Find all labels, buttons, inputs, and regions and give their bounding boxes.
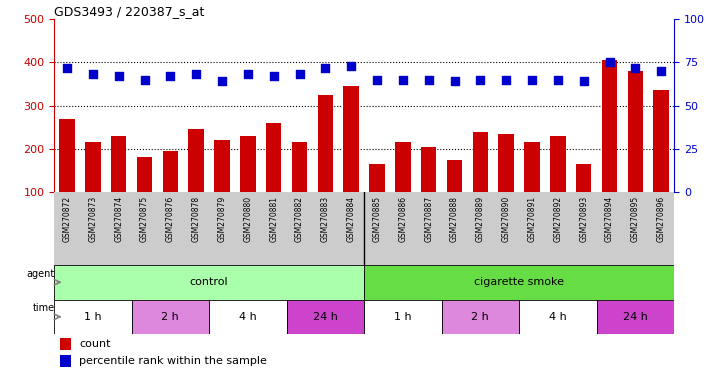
Point xyxy=(474,77,486,83)
Bar xyxy=(266,123,281,192)
Text: GSM270895: GSM270895 xyxy=(631,196,640,242)
Bar xyxy=(441,300,519,334)
Text: GSM270889: GSM270889 xyxy=(476,196,485,242)
Point xyxy=(578,78,590,84)
Bar xyxy=(137,157,152,192)
Text: GSM270873: GSM270873 xyxy=(89,196,97,242)
Bar xyxy=(286,300,364,334)
Point xyxy=(397,77,409,83)
Bar xyxy=(292,142,307,192)
Point xyxy=(61,65,73,71)
Point xyxy=(319,65,331,71)
Text: percentile rank within the sample: percentile rank within the sample xyxy=(79,356,267,366)
Bar xyxy=(111,136,126,192)
Point xyxy=(448,78,460,84)
Text: 2 h: 2 h xyxy=(162,312,180,322)
Text: GSM270890: GSM270890 xyxy=(502,196,510,242)
Bar xyxy=(188,129,204,192)
Text: GSM270879: GSM270879 xyxy=(218,196,226,242)
Text: GSM270886: GSM270886 xyxy=(399,196,407,242)
Text: GSM270874: GSM270874 xyxy=(114,196,123,242)
Point xyxy=(526,77,538,83)
Bar xyxy=(61,338,71,349)
Text: GSM270894: GSM270894 xyxy=(605,196,614,242)
Text: GSM270882: GSM270882 xyxy=(295,196,304,242)
Bar xyxy=(209,300,286,334)
Bar xyxy=(576,164,591,192)
Text: time: time xyxy=(32,303,55,313)
Point xyxy=(268,73,280,79)
Bar xyxy=(59,119,75,192)
Bar xyxy=(54,265,364,300)
Bar xyxy=(596,300,674,334)
Bar xyxy=(85,142,100,192)
Point xyxy=(371,77,383,83)
Text: 1 h: 1 h xyxy=(394,312,412,322)
Point xyxy=(242,71,254,78)
Text: GSM270891: GSM270891 xyxy=(528,196,536,242)
Text: GSM270880: GSM270880 xyxy=(244,196,252,242)
Bar xyxy=(54,300,131,334)
Text: GSM270881: GSM270881 xyxy=(269,196,278,242)
Point xyxy=(87,71,99,78)
Text: GSM270878: GSM270878 xyxy=(192,196,200,242)
Text: 2 h: 2 h xyxy=(472,312,490,322)
Point xyxy=(655,68,667,74)
Bar xyxy=(214,140,230,192)
Bar xyxy=(602,60,617,192)
Text: 24 h: 24 h xyxy=(623,312,648,322)
Bar xyxy=(524,142,540,192)
Bar xyxy=(61,355,71,367)
Bar xyxy=(653,91,669,192)
Point xyxy=(190,71,202,78)
Bar xyxy=(550,136,566,192)
Point xyxy=(164,73,176,79)
Text: control: control xyxy=(190,277,229,287)
Text: GSM270896: GSM270896 xyxy=(657,196,665,242)
Point xyxy=(423,77,435,83)
Point xyxy=(113,73,125,79)
Bar xyxy=(447,160,462,192)
Bar xyxy=(369,164,385,192)
Text: agent: agent xyxy=(27,268,55,279)
Text: 4 h: 4 h xyxy=(239,312,257,322)
Bar xyxy=(162,151,178,192)
Point xyxy=(216,78,228,84)
Bar xyxy=(472,131,488,192)
Bar xyxy=(421,147,436,192)
Text: 24 h: 24 h xyxy=(313,312,338,322)
Text: GSM270872: GSM270872 xyxy=(63,196,71,242)
Bar xyxy=(343,86,359,192)
Point xyxy=(345,63,357,69)
Point xyxy=(138,77,150,83)
Bar xyxy=(364,265,674,300)
Point xyxy=(500,77,512,83)
Bar xyxy=(364,300,441,334)
Bar xyxy=(240,136,255,192)
Text: GSM270875: GSM270875 xyxy=(140,196,149,242)
Bar xyxy=(395,142,410,192)
Bar xyxy=(317,95,333,192)
Text: GSM270893: GSM270893 xyxy=(579,196,588,242)
Point xyxy=(629,65,641,71)
Text: cigarette smoke: cigarette smoke xyxy=(474,277,564,287)
Text: 1 h: 1 h xyxy=(84,312,102,322)
Text: GDS3493 / 220387_s_at: GDS3493 / 220387_s_at xyxy=(54,5,205,18)
Text: GSM270888: GSM270888 xyxy=(450,196,459,242)
Bar xyxy=(627,71,643,192)
Text: GSM270887: GSM270887 xyxy=(424,196,433,242)
Text: GSM270884: GSM270884 xyxy=(347,196,355,242)
Text: GSM270883: GSM270883 xyxy=(321,196,329,242)
Text: GSM270892: GSM270892 xyxy=(554,196,562,242)
Bar xyxy=(131,300,209,334)
Point xyxy=(293,71,305,78)
Text: count: count xyxy=(79,339,110,349)
Bar xyxy=(498,134,514,192)
Text: GSM270885: GSM270885 xyxy=(373,196,381,242)
Text: GSM270876: GSM270876 xyxy=(166,196,174,242)
Bar xyxy=(519,300,596,334)
Point xyxy=(603,60,615,66)
Text: 4 h: 4 h xyxy=(549,312,567,322)
Point xyxy=(552,77,564,83)
